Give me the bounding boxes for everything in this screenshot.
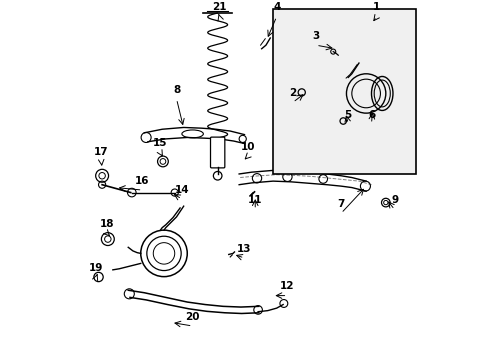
Text: 19: 19 <box>89 264 103 274</box>
Text: 1: 1 <box>372 2 380 12</box>
Text: 21: 21 <box>212 2 226 12</box>
FancyBboxPatch shape <box>210 137 224 168</box>
Text: 13: 13 <box>237 244 251 254</box>
Text: 10: 10 <box>240 142 255 152</box>
Text: 17: 17 <box>94 147 108 157</box>
Text: 5: 5 <box>344 109 351 120</box>
Text: 12: 12 <box>280 281 294 291</box>
Text: 20: 20 <box>185 312 200 322</box>
Text: 2: 2 <box>288 88 296 98</box>
Text: 11: 11 <box>247 195 262 206</box>
Text: 7: 7 <box>337 199 344 209</box>
Text: 4: 4 <box>272 2 280 12</box>
Text: 14: 14 <box>174 185 189 195</box>
Text: 8: 8 <box>173 85 180 95</box>
Text: 16: 16 <box>135 176 149 186</box>
Text: 6: 6 <box>367 109 374 120</box>
Text: 15: 15 <box>153 138 167 148</box>
Text: 9: 9 <box>390 195 398 206</box>
Text: 18: 18 <box>100 219 114 229</box>
Text: 3: 3 <box>312 31 319 41</box>
Bar <box>273 9 415 174</box>
